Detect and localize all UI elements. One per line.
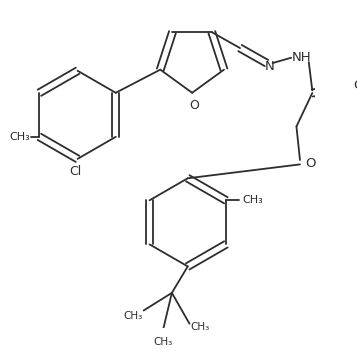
- Text: CH₃: CH₃: [154, 337, 173, 347]
- Text: N: N: [265, 60, 275, 73]
- Text: O: O: [305, 157, 316, 170]
- Text: CH₃: CH₃: [124, 311, 143, 321]
- Text: CH₃: CH₃: [190, 322, 210, 332]
- Text: O: O: [353, 79, 357, 92]
- Text: NH: NH: [292, 51, 312, 64]
- Text: O: O: [189, 98, 199, 112]
- Text: Cl: Cl: [70, 165, 82, 178]
- Text: CH₃: CH₃: [10, 132, 30, 142]
- Text: CH₃: CH₃: [242, 195, 263, 205]
